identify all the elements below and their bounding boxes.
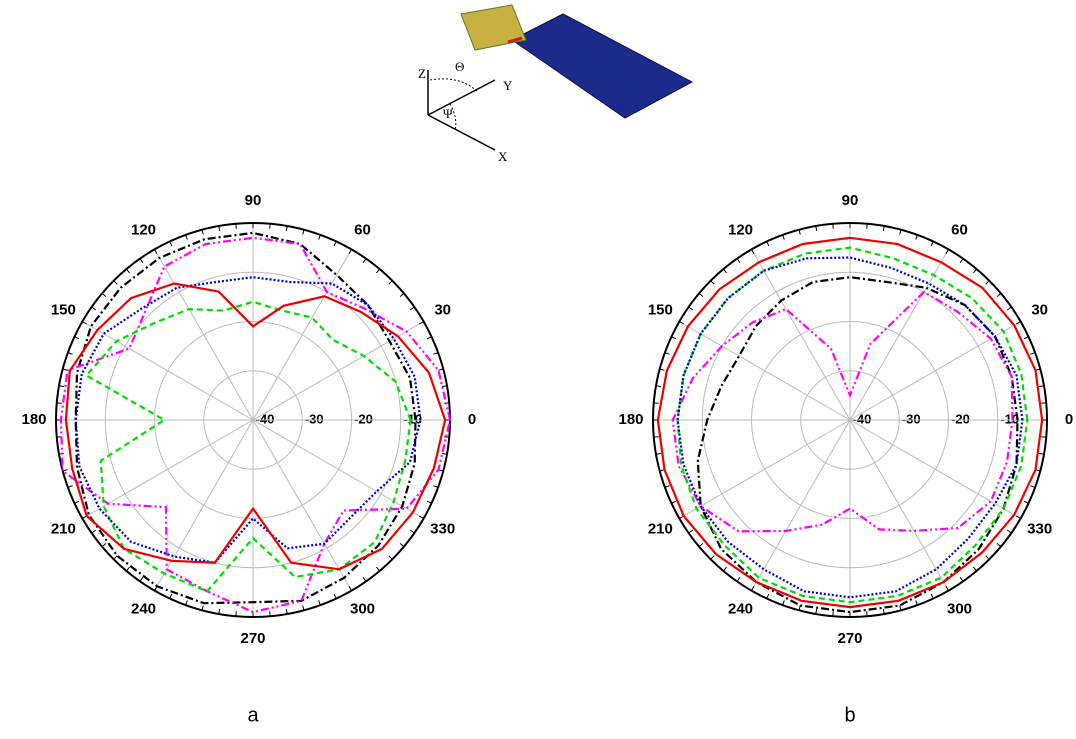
angle-tick-label: 300 bbox=[350, 601, 375, 618]
angle-tick-label: 240 bbox=[728, 601, 753, 618]
angle-tick-label: 240 bbox=[131, 601, 156, 618]
pattern-line bbox=[87, 302, 411, 592]
angle-tick-label: 120 bbox=[131, 221, 156, 238]
grid-spoke bbox=[850, 420, 1021, 519]
angle-tick-label: 150 bbox=[648, 301, 673, 318]
r-tick-label: -20 bbox=[354, 411, 373, 426]
theta-arc bbox=[430, 79, 478, 92]
angle-tick-label: 120 bbox=[728, 221, 753, 238]
angle-tick-label: 60 bbox=[951, 221, 968, 238]
grid-spoke bbox=[253, 420, 424, 519]
angle-tick-label: 30 bbox=[1031, 301, 1048, 318]
angle-tick-label: 330 bbox=[1027, 520, 1052, 537]
angle-tick-label: 90 bbox=[842, 192, 859, 209]
grid-spoke bbox=[155, 249, 254, 420]
angle-tick-label: 90 bbox=[245, 192, 262, 209]
grid-spoke bbox=[253, 249, 352, 420]
caption: b bbox=[844, 704, 855, 726]
ground-plane bbox=[512, 14, 692, 118]
angle-tick-label: 300 bbox=[947, 601, 972, 618]
angle-tick-label: 180 bbox=[618, 411, 643, 428]
angle-tick-label: 270 bbox=[837, 630, 862, 647]
grid-spoke bbox=[82, 322, 253, 421]
grid-spoke bbox=[679, 322, 850, 421]
grid-spoke bbox=[752, 249, 851, 420]
r-tick-label: -40 bbox=[853, 411, 872, 426]
x-axis bbox=[428, 115, 495, 150]
r-tick-label: -20 bbox=[951, 411, 970, 426]
angle-tick-label: 0 bbox=[1065, 411, 1073, 428]
angle-tick-label: 30 bbox=[434, 301, 451, 318]
angle-tick-label: 0 bbox=[468, 411, 476, 428]
angle-tick-label: 210 bbox=[648, 520, 673, 537]
axis-label: Y bbox=[503, 78, 513, 93]
angle-tick-label: 330 bbox=[430, 520, 455, 537]
angle-tick-label: 150 bbox=[51, 301, 76, 318]
angle-tick-label: 210 bbox=[51, 520, 76, 537]
caption: a bbox=[247, 704, 259, 726]
figure: Z Θ Y Ψ X -40-30-20-10030609012015018021… bbox=[0, 0, 1076, 734]
axis-label: Θ bbox=[455, 59, 464, 74]
y-axis bbox=[428, 80, 495, 115]
axis-label: Z bbox=[418, 66, 426, 81]
grid-spoke bbox=[752, 420, 851, 591]
r-tick-label: -30 bbox=[902, 411, 921, 426]
grid-spoke bbox=[155, 420, 254, 591]
axis-label: X bbox=[498, 149, 508, 164]
r-tick-label: -40 bbox=[256, 411, 275, 426]
angle-tick-label: 270 bbox=[240, 630, 265, 647]
axis-label: Ψ bbox=[443, 106, 453, 121]
angle-tick-label: 180 bbox=[21, 411, 46, 428]
r-tick-label: -30 bbox=[305, 411, 324, 426]
angle-tick-label: 60 bbox=[354, 221, 371, 238]
grid-spoke bbox=[850, 420, 949, 591]
grid-spoke bbox=[679, 420, 850, 519]
antenna-illustration: Z Θ Y Ψ X bbox=[418, 5, 692, 164]
